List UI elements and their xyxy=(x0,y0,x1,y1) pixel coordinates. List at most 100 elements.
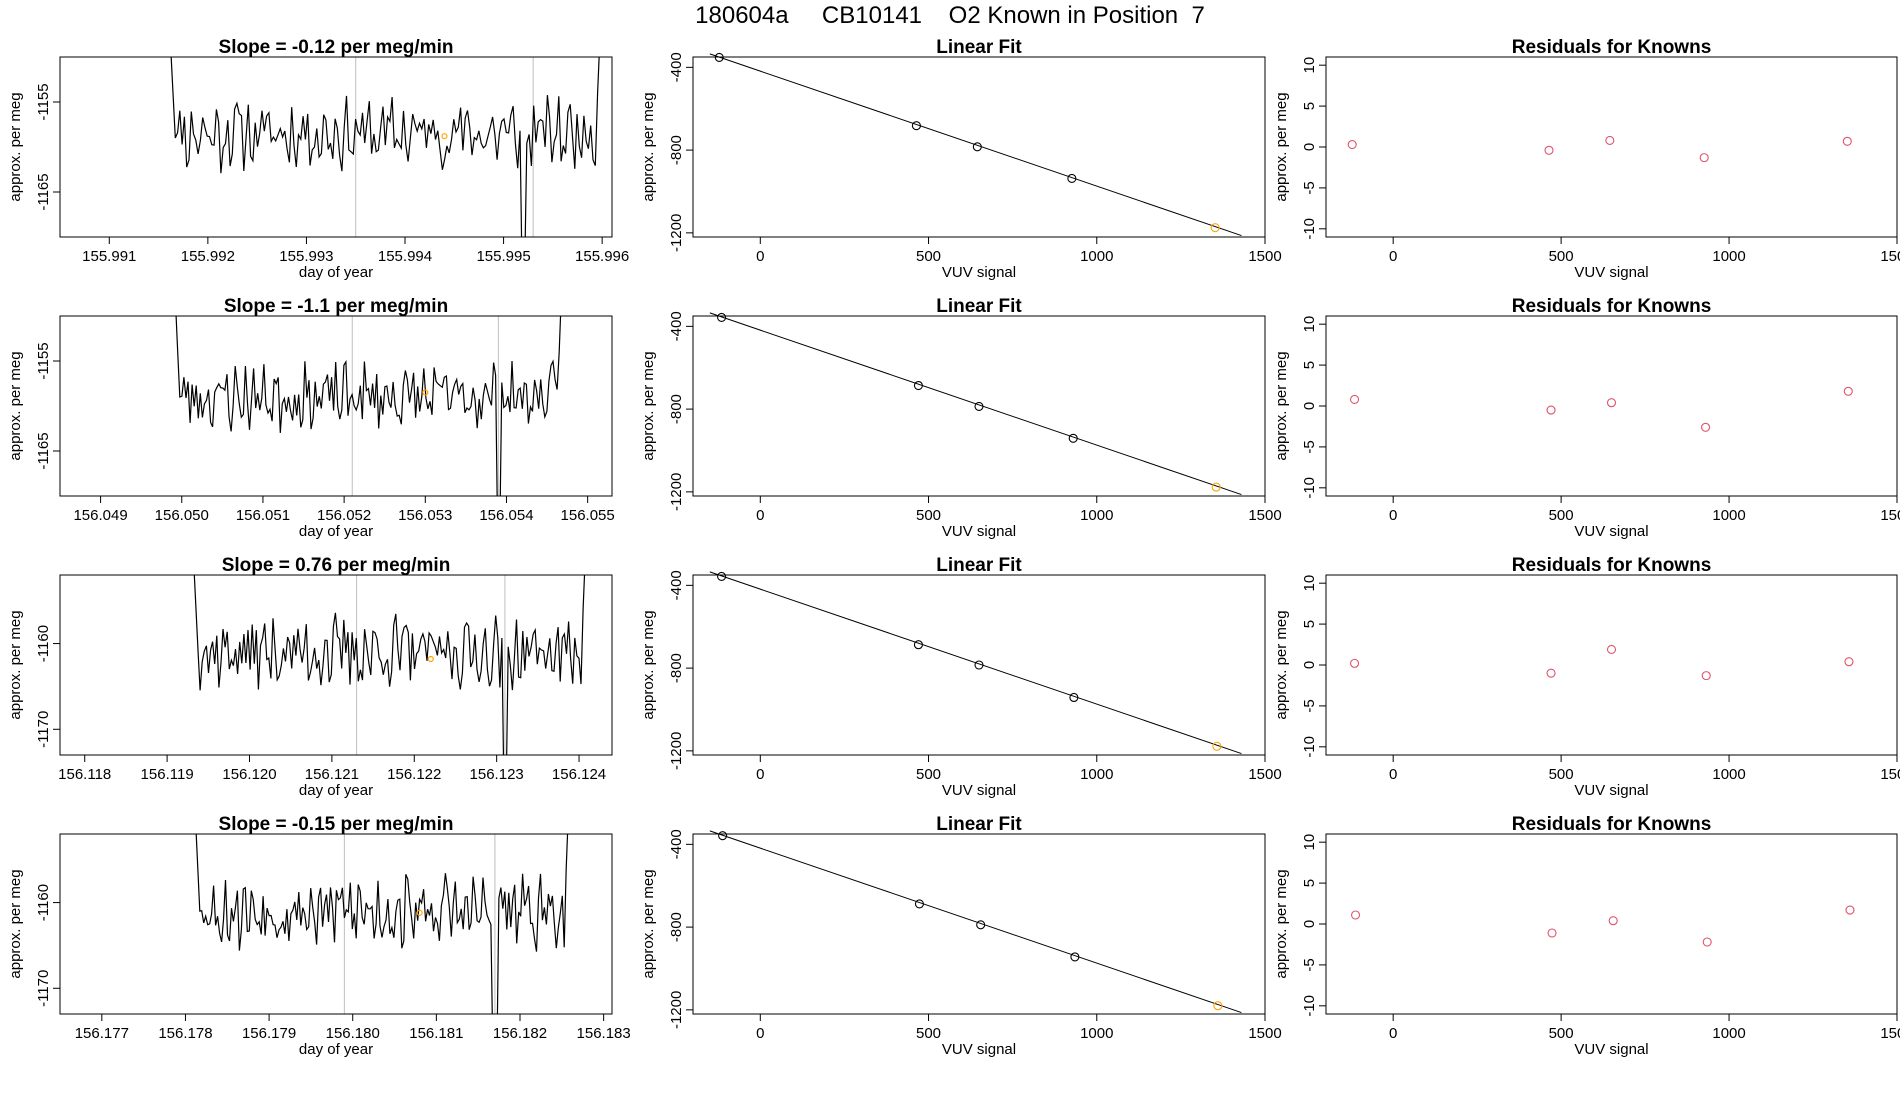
x-tick-label: 155.996 xyxy=(575,248,629,265)
chart-title: Slope = -0.12 per meg/min xyxy=(219,37,454,58)
x-tick-label: 156.180 xyxy=(326,1025,380,1042)
x-tick-label: 156.052 xyxy=(317,507,371,524)
plot-frame xyxy=(1325,574,1898,756)
x-tick-label: 500 xyxy=(1549,766,1574,783)
y-tick-label: -5 xyxy=(1301,958,1318,971)
chart-panel-residuals-2: Residuals for Knowns 0 500 1000 1500 VUV sign… xyxy=(1273,555,1900,799)
chart-panel-residuals-1: Residuals for Knowns 0 500 1000 1500 VUV sign… xyxy=(1273,296,1900,540)
chart-title: Linear Fit xyxy=(936,296,1022,317)
data-point xyxy=(1605,135,1615,146)
data-point xyxy=(1608,916,1618,926)
data-point xyxy=(717,312,727,322)
data-point xyxy=(1844,657,1854,667)
chart-panel-timeseries-1: Slope = -1.1 per meg/min 156.049 156.050 15… xyxy=(7,296,615,540)
data-point xyxy=(1068,433,1078,443)
x-tick-label: 0 xyxy=(1389,248,1397,265)
data-point xyxy=(974,660,984,670)
y-tick-label: 5 xyxy=(1301,361,1318,369)
data-point xyxy=(1351,910,1361,920)
data-point xyxy=(1546,668,1556,678)
x-axis-label: day of year xyxy=(299,1041,373,1058)
plot-frame xyxy=(692,315,1266,497)
x-tick-label: 1500 xyxy=(1248,766,1281,783)
y-tick-label: -1165 xyxy=(35,173,52,210)
data-point xyxy=(972,142,982,152)
y-tick-label: -10 xyxy=(1301,736,1318,758)
series-line xyxy=(170,57,600,237)
x-tick-label: 156.181 xyxy=(409,1025,463,1042)
x-tick-label: 156.182 xyxy=(493,1025,547,1042)
x-tick-label: 155.992 xyxy=(181,248,235,265)
x-tick-label: 156.118 xyxy=(58,766,111,783)
x-tick-label: 500 xyxy=(916,248,941,265)
plot-frame xyxy=(692,833,1266,1015)
y-tick-label: -1160 xyxy=(35,884,52,921)
y-tick-label: -400 xyxy=(668,570,685,600)
y-tick-label: -400 xyxy=(668,311,685,341)
plot-frame xyxy=(59,315,613,497)
x-tick-label: 1000 xyxy=(1712,766,1745,783)
y-tick-label: 5 xyxy=(1301,879,1318,887)
y-tick-label: -1165 xyxy=(35,432,52,469)
x-tick-label: 156.120 xyxy=(222,766,276,783)
y-tick-label: -800 xyxy=(668,912,685,942)
x-tick-label: 1500 xyxy=(1248,507,1281,524)
y-tick-label: -800 xyxy=(668,135,685,165)
y-axis-label: approx. per meg xyxy=(1273,351,1290,460)
y-tick-label: 0 xyxy=(1301,661,1318,669)
x-tick-label: 0 xyxy=(756,766,764,783)
y-tick-label: 5 xyxy=(1301,620,1318,628)
x-axis-label: VUV signal xyxy=(1574,264,1648,281)
data-point xyxy=(1069,692,1079,703)
highlight-point xyxy=(427,655,434,663)
data-point xyxy=(717,571,727,581)
plot-frame xyxy=(59,574,613,756)
x-tick-label: 0 xyxy=(756,507,764,524)
data-point xyxy=(1070,952,1080,962)
fit-line xyxy=(709,53,1242,237)
x-tick-label: 155.993 xyxy=(279,248,333,265)
series-line xyxy=(193,575,586,755)
y-tick-label: -1155 xyxy=(35,342,52,379)
data-point xyxy=(911,121,921,131)
data-point xyxy=(718,831,728,841)
data-point xyxy=(1350,394,1360,405)
chart-title: Linear Fit xyxy=(936,37,1022,58)
x-tick-label: 1000 xyxy=(1712,1025,1745,1042)
data-point xyxy=(1213,1001,1223,1011)
x-tick-label: 1500 xyxy=(1248,1025,1281,1042)
plot-frame xyxy=(59,56,613,238)
chart-panel-residuals-3: Residuals for Knowns 0 500 1000 1500 VUV sign… xyxy=(1273,814,1900,1058)
data-point xyxy=(1547,928,1557,938)
y-tick-label: -5 xyxy=(1301,440,1318,453)
plot-frame xyxy=(692,574,1266,756)
chart-title: Linear Fit xyxy=(936,555,1022,576)
y-tick-label: -1170 xyxy=(35,970,52,1007)
x-tick-label: 500 xyxy=(916,507,941,524)
y-tick-label: 5 xyxy=(1301,102,1318,110)
y-axis-label: approx. per meg xyxy=(640,610,657,719)
x-tick-label: 1000 xyxy=(1080,766,1113,783)
y-tick-label: -400 xyxy=(668,52,685,82)
x-tick-label: 156.123 xyxy=(470,766,524,783)
y-tick-label: -800 xyxy=(668,394,685,424)
x-tick-label: 156.124 xyxy=(552,766,606,783)
chart-title: Residuals for Knowns xyxy=(1512,555,1712,576)
data-point xyxy=(1546,405,1556,415)
data-point xyxy=(1211,482,1221,492)
data-point xyxy=(1347,139,1357,150)
data-point xyxy=(974,401,984,411)
x-axis-label: VUV signal xyxy=(1574,782,1648,799)
y-axis-label: approx. per meg xyxy=(7,610,24,719)
x-tick-label: 500 xyxy=(1549,1025,1574,1042)
data-point xyxy=(1210,223,1220,233)
y-tick-label: -10 xyxy=(1301,995,1318,1017)
x-tick-label: 1000 xyxy=(1080,248,1113,265)
x-tick-label: 156.122 xyxy=(387,766,441,783)
data-point xyxy=(914,899,924,909)
x-tick-label: 1000 xyxy=(1712,507,1745,524)
data-point xyxy=(1606,644,1617,655)
data-point xyxy=(1702,937,1712,947)
data-point xyxy=(1842,136,1852,146)
